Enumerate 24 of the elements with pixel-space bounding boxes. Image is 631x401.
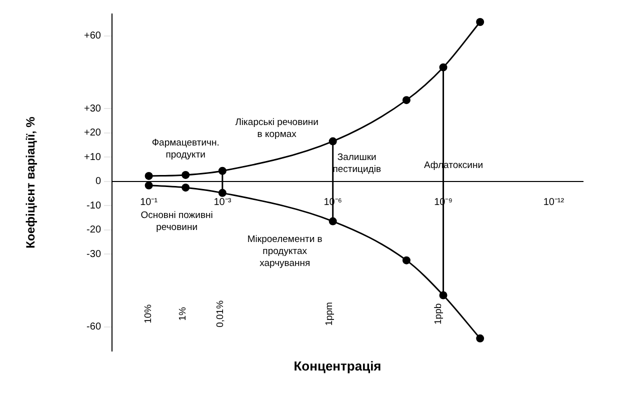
annotation: 1% <box>178 306 189 321</box>
x-tick-label: 10⁻³ <box>214 197 232 208</box>
y-axis-title: Коефіцієнт варіації, % <box>24 116 38 248</box>
annotation: 10% <box>142 304 154 324</box>
y-tick-label: +60 <box>84 30 102 42</box>
y-tick-label: -60 <box>86 322 102 333</box>
y-tick-label: -10 <box>86 200 102 212</box>
annotation: Мікроелементи в продуктах харчування <box>247 234 322 269</box>
y-tick-label: +30 <box>84 103 102 114</box>
annotation: Лікарські речовини в кормах <box>235 117 318 140</box>
y-tick-label: -30 <box>86 248 102 260</box>
annotation: 1ppb <box>433 303 444 324</box>
y-tick-label: +20 <box>84 128 102 139</box>
annotation: 1ppm <box>324 302 335 326</box>
annotation: 0,01% <box>214 300 226 328</box>
y-tick-label: 0 <box>95 176 102 188</box>
annotation: Фармацевтичн. продукти <box>152 138 220 161</box>
annotation: Залишки пестицидів <box>332 152 381 175</box>
annotation: Основні поживні речовини <box>140 210 213 234</box>
y-tick-label: -20 <box>86 224 102 236</box>
x-tick-label: 10⁻¹² <box>543 197 565 208</box>
x-tick-label: 10⁻¹ <box>140 197 158 208</box>
x-axis-title: Концентрація <box>294 358 382 374</box>
y-tick-label: +10 <box>84 152 102 163</box>
